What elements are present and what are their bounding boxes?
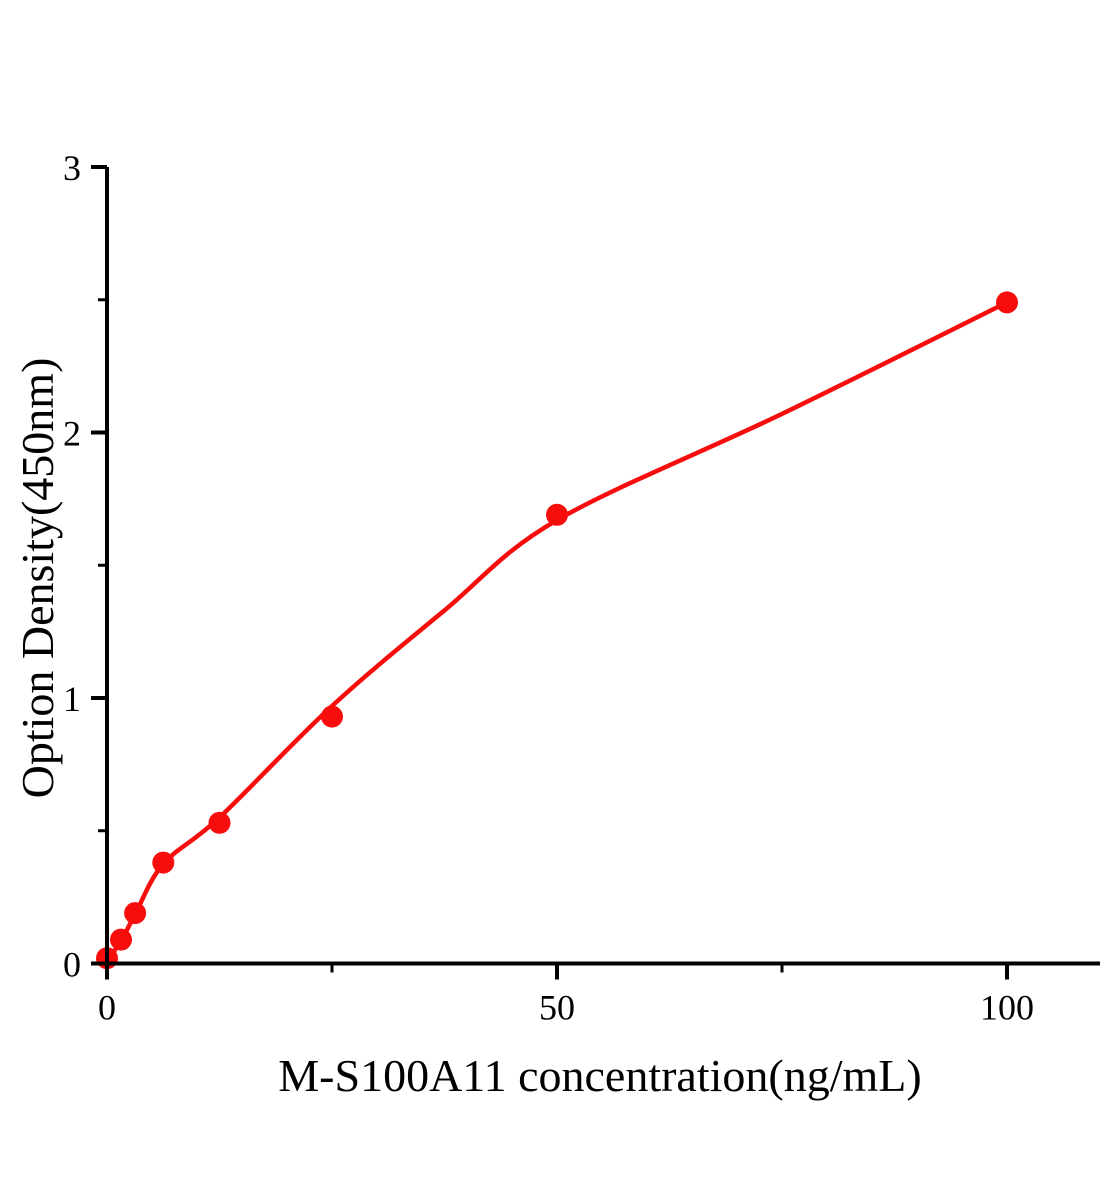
y-axis-title: Option Density(450nm): [12, 358, 63, 799]
x-tick-label: 50: [539, 988, 575, 1028]
data-point: [124, 902, 147, 925]
data-point: [152, 851, 175, 874]
data-point: [110, 928, 132, 951]
data-point: [546, 503, 568, 526]
x-tick-label: 0: [98, 988, 116, 1028]
y-tick-label: 2: [63, 414, 81, 454]
x-axis-title: M-S100A11 concentration(ng/mL): [278, 1050, 921, 1101]
y-tick-label: 1: [63, 679, 81, 719]
y-tick-label: 0: [63, 945, 81, 985]
tick-labels-layer: 0 50 100 0 1 2 3: [63, 148, 1034, 1028]
y-tick-label: 3: [63, 148, 81, 188]
data-point: [321, 705, 343, 728]
axes-layer: [91, 165, 1100, 980]
fit-curve: [104, 300, 1010, 964]
x-tick-label: 100: [980, 988, 1034, 1028]
data-point: [208, 811, 231, 834]
fit-curve-layer: [104, 300, 1010, 964]
data-points-layer: [96, 291, 1018, 970]
data-point: [996, 291, 1018, 314]
